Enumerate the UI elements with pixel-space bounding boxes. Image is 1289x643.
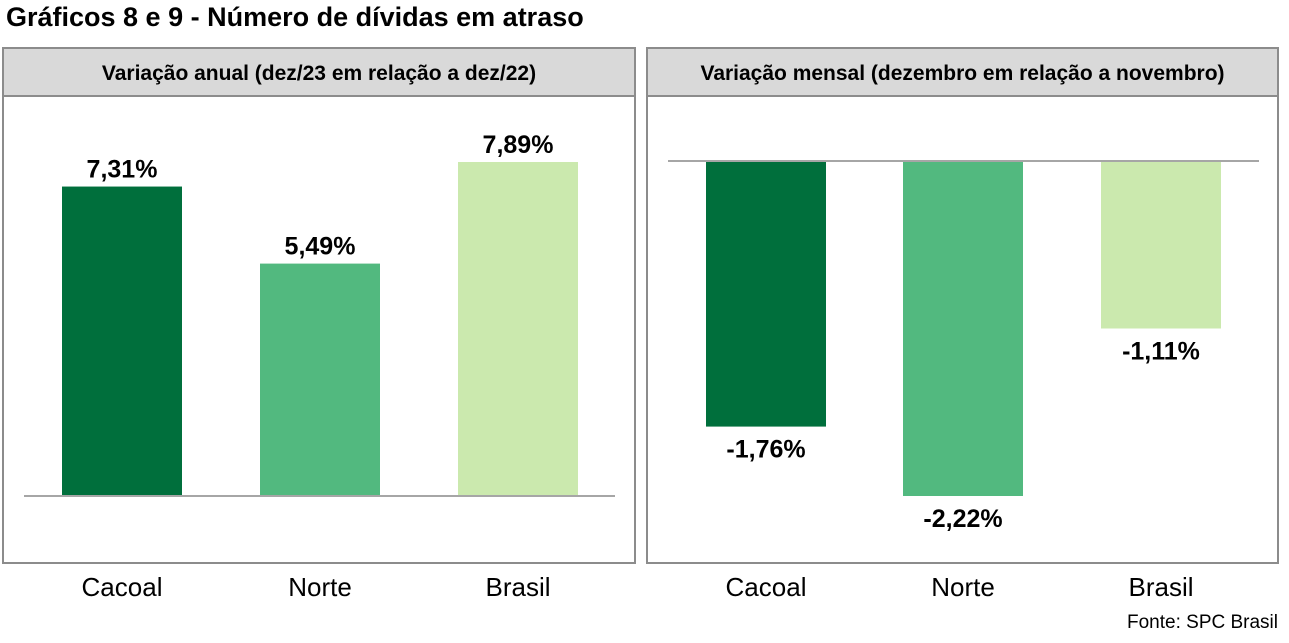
bar-norte: [903, 161, 1023, 496]
bar-brasil: [458, 162, 578, 496]
data-label-brasil: -1,11%: [1122, 338, 1200, 366]
category-label-norte: Norte: [288, 572, 352, 602]
data-label-norte: 5,49%: [285, 233, 356, 261]
chart-title: Variação anual (dez/23 em relação a dez/…: [102, 62, 536, 85]
bar-brasil: [1101, 161, 1221, 329]
category-label-norte: Norte: [931, 572, 995, 602]
page-title: Gráficos 8 e 9 - Número de dívidas em at…: [6, 2, 584, 32]
data-label-cacoal: -1,76%: [726, 436, 805, 464]
data-label-norte: -2,22%: [923, 505, 1002, 533]
bar-norte: [260, 263, 380, 496]
category-label-brasil: Brasil: [1128, 572, 1193, 602]
chart-title: Variação mensal (dezembro em relação a n…: [700, 62, 1224, 85]
chart-header-band: [648, 49, 1277, 96]
category-label-cacoal: Cacoal: [726, 572, 807, 602]
bar-cacoal: [706, 161, 826, 427]
source-note: Fonte: SPC Brasil: [1127, 612, 1278, 633]
category-label-brasil: Brasil: [485, 572, 550, 602]
data-label-cacoal: 7,31%: [87, 156, 158, 184]
data-label-brasil: 7,89%: [483, 131, 554, 159]
bar-cacoal: [62, 186, 182, 496]
monthly-variation-chart: Variação mensal (dezembro em relação a n…: [646, 47, 1279, 602]
chart-header-band: [4, 49, 634, 96]
annual-variation-chart: Variação anual (dez/23 em relação a dez/…: [2, 47, 636, 602]
category-label-cacoal: Cacoal: [82, 572, 163, 602]
